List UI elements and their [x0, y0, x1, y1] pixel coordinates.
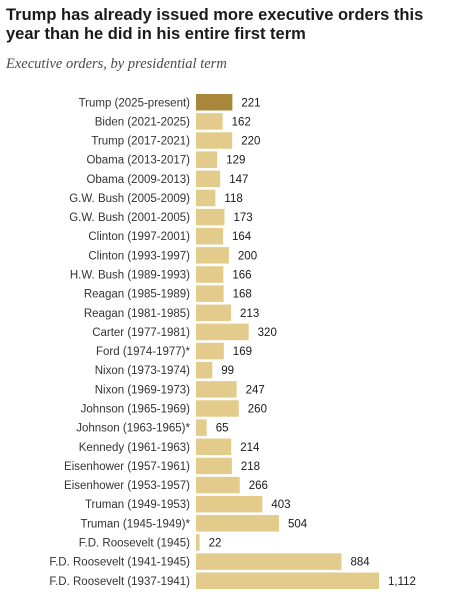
bar [196, 208, 225, 226]
category-label: G.W. Bush (2001-2005) [69, 212, 190, 224]
value-label: 218 [241, 461, 260, 473]
bar [196, 438, 232, 456]
value-label: 166 [232, 270, 251, 282]
bar [196, 227, 223, 245]
value-label: 220 [241, 136, 260, 148]
chart-subtitle: Executive orders, by presidential term [6, 56, 227, 72]
category-label: Reagan (1981-1985) [84, 308, 190, 320]
value-label: 320 [258, 327, 277, 339]
bar [196, 381, 237, 398]
bar [196, 572, 379, 589]
value-label: 403 [271, 499, 290, 511]
bar [196, 342, 224, 360]
value-label: 200 [238, 250, 257, 262]
bar [196, 132, 233, 149]
value-label: 221 [241, 97, 260, 109]
value-label: 22 [209, 537, 222, 549]
bar [196, 495, 263, 513]
value-label: 247 [246, 384, 265, 396]
category-label: Nixon (1969-1973) [95, 384, 190, 396]
category-label: Carter (1977-1981) [92, 327, 190, 339]
bar [196, 113, 223, 130]
value-label: 129 [226, 155, 245, 167]
bar [196, 515, 279, 532]
category-label: H.W. Bush (1989-1993) [70, 270, 190, 282]
value-label: 266 [249, 480, 268, 492]
value-label: 168 [233, 289, 252, 301]
bar [196, 170, 221, 188]
category-label: F.D. Roosevelt (1945) [79, 537, 190, 549]
bar [196, 534, 200, 551]
bar [196, 361, 213, 379]
bar [196, 553, 342, 570]
value-label: 164 [232, 231, 252, 243]
bar [196, 266, 224, 283]
value-label: 260 [248, 403, 267, 415]
value-label: 118 [224, 193, 242, 205]
category-label: Nixon (1973-1974) [95, 365, 190, 377]
category-label: Johnson (1963-1965)* [76, 423, 190, 435]
category-label: Eisenhower (1953-1957) [64, 480, 190, 492]
value-label: 99 [221, 365, 234, 377]
category-label: F.D. Roosevelt (1941-1945) [49, 557, 190, 569]
bar [196, 400, 239, 417]
category-label: Trump (2017-2021) [91, 136, 190, 148]
value-label: 884 [350, 557, 370, 569]
value-label: 162 [232, 116, 251, 128]
value-label: 213 [240, 308, 259, 320]
bar [196, 151, 218, 168]
bar [196, 94, 233, 111]
bar [196, 304, 232, 322]
category-label: Clinton (1993-1997) [88, 250, 190, 262]
value-label: 169 [233, 346, 252, 358]
category-label: Kennedy (1961-1963) [79, 442, 190, 454]
value-label: 173 [233, 212, 252, 224]
value-label: 1,112 [388, 576, 416, 588]
category-label: Ford (1974-1977)* [96, 346, 190, 358]
bar [196, 457, 232, 475]
bar [196, 419, 207, 436]
bar [196, 189, 216, 207]
value-label: 214 [240, 442, 260, 454]
category-label: Biden (2021-2025) [95, 116, 190, 128]
category-label: Trump (2025-present) [79, 97, 191, 109]
category-label: Obama (2013-2017) [86, 155, 190, 167]
bar [196, 247, 229, 264]
category-label: Obama (2009-2013) [86, 174, 190, 186]
category-label: Eisenhower (1957-1961) [64, 461, 190, 473]
value-label: 147 [229, 174, 248, 186]
category-label: Clinton (1997-2001) [88, 231, 190, 243]
category-label: F.D. Roosevelt (1937-1941) [49, 576, 190, 588]
category-label: Johnson (1965-1969) [81, 403, 190, 415]
category-label: Truman (1949-1953) [85, 499, 190, 511]
chart-title: Trump has already issued more executive … [6, 6, 424, 43]
value-label: 504 [288, 518, 308, 530]
category-label: Reagan (1985-1989) [84, 289, 190, 301]
category-label: Truman (1945-1949)* [80, 518, 190, 530]
bar [196, 285, 224, 302]
category-label: G.W. Bush (2005-2009) [69, 193, 190, 205]
bar [196, 323, 249, 341]
bar [196, 476, 240, 494]
value-label: 65 [216, 423, 229, 435]
